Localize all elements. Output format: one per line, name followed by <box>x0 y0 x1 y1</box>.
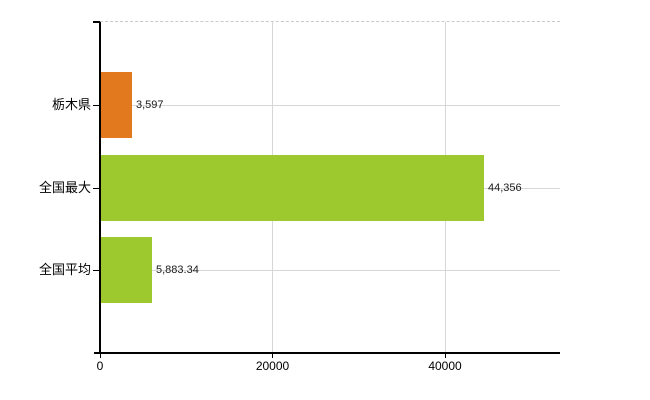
category-label: 全国平均 <box>38 262 91 277</box>
category-label: 栃木県 <box>51 97 91 112</box>
category-tick <box>93 188 100 189</box>
x-axis-tick <box>99 353 101 358</box>
category-label: 全国最大 <box>38 180 91 195</box>
h-gridline <box>100 270 560 271</box>
category-tick <box>93 105 100 106</box>
x-tick-label: 0 <box>96 359 104 373</box>
bar <box>101 237 152 303</box>
x-axis-line <box>94 352 560 354</box>
x-axis-tick <box>444 353 446 358</box>
plot-top-border <box>100 21 560 22</box>
y-axis-line <box>99 22 101 353</box>
value-label: 44,356 <box>488 182 522 194</box>
category-tick <box>93 270 100 271</box>
y-axis-top-tick <box>93 21 100 23</box>
h-gridline <box>100 105 560 106</box>
value-label: 5,883.34 <box>156 264 199 276</box>
x-tick-label: 40000 <box>428 359 462 373</box>
bar <box>101 72 132 138</box>
x-axis-tick <box>272 353 273 358</box>
value-label: 3,597 <box>136 99 164 111</box>
x-tick-label: 20000 <box>255 359 290 373</box>
bar <box>101 155 484 221</box>
